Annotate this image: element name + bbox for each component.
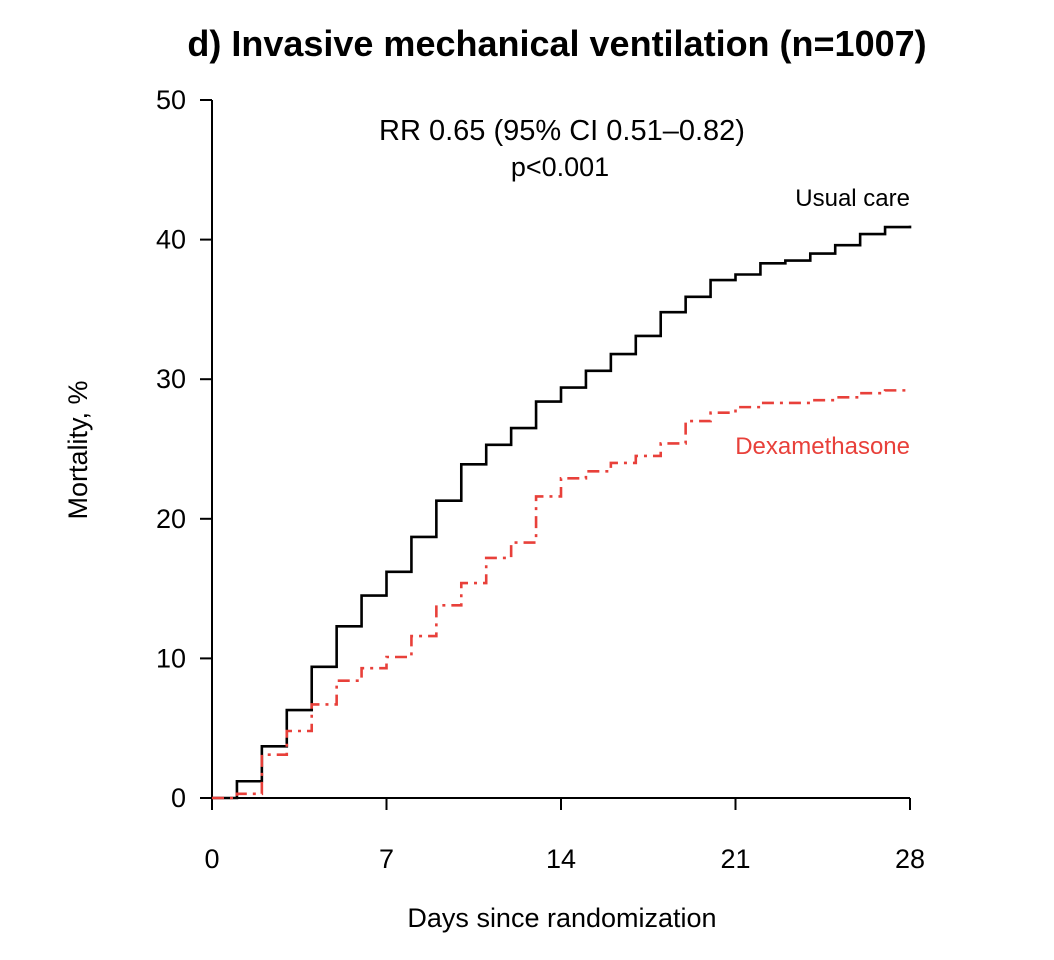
y-tick-label: 30 <box>156 364 186 394</box>
y-axis: 0 10 20 30 40 50 <box>156 85 213 813</box>
series-label-dexamethasone: Dexamethasone <box>735 433 910 460</box>
series-line-dexamethasone <box>212 388 912 800</box>
y-tick-label: 40 <box>156 225 186 255</box>
y-tick-label: 50 <box>156 85 186 115</box>
y-tick-label: 10 <box>156 643 186 673</box>
y-tick-label: 0 <box>171 783 186 813</box>
y-tick-label: 20 <box>156 504 186 534</box>
series-group <box>212 225 912 800</box>
p-value-annotation: p<0.001 <box>511 152 609 182</box>
series-line-usual-care <box>212 225 912 800</box>
chart-title: d) Invasive mechanical ventilation (n=10… <box>187 23 926 64</box>
rr-annotation: RR 0.65 (95% CI 0.51–0.82) <box>379 115 745 147</box>
x-tick-label: 7 <box>379 844 394 874</box>
x-tick-label: 0 <box>204 844 219 874</box>
x-axis-label: Days since randomization <box>407 903 716 933</box>
series-label-usual-care: Usual care <box>795 185 910 212</box>
x-tick-label: 28 <box>895 844 925 874</box>
x-tick-label: 14 <box>546 844 576 874</box>
x-tick-label: 21 <box>720 844 750 874</box>
x-axis: 0 7 14 21 28 <box>204 797 925 874</box>
y-axis-label: Mortality, % <box>63 380 93 519</box>
